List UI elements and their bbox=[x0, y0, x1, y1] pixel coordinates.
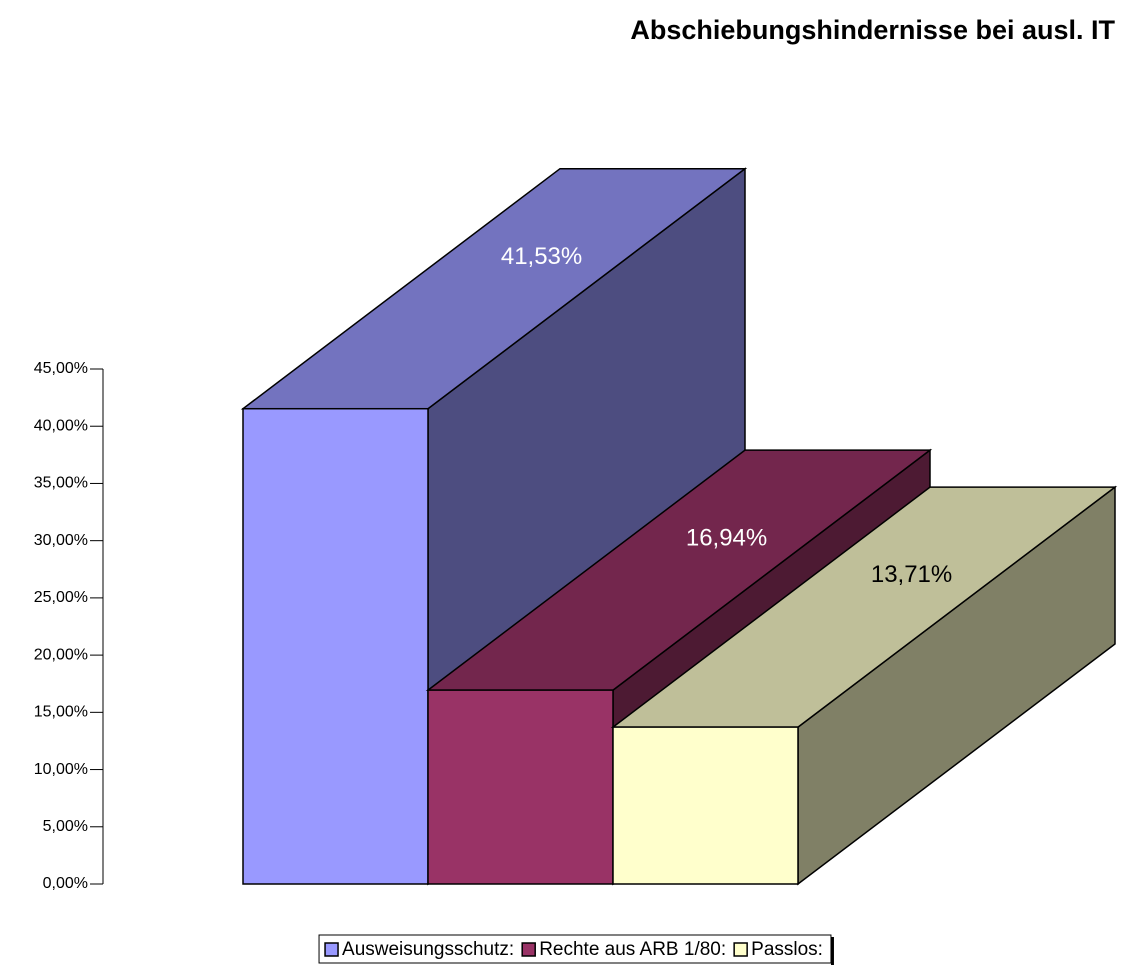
y-tick-label: 15,00% bbox=[34, 704, 88, 721]
y-tick-label: 20,00% bbox=[34, 646, 88, 663]
y-tick-label: 0,00% bbox=[43, 875, 88, 892]
legend: Ausweisungsschutz: Rechte aus ARB 1/80: Pa… bbox=[318, 934, 834, 965]
y-tick-label: 10,00% bbox=[34, 761, 88, 778]
y-tick-label: 30,00% bbox=[34, 532, 88, 549]
bar bbox=[242, 407, 429, 885]
bar bbox=[612, 726, 799, 885]
data-label: 13,71% bbox=[871, 561, 952, 588]
y-tick-label: 35,00% bbox=[34, 475, 88, 492]
legend-label: Rechte aus ARB 1/80: bbox=[539, 939, 726, 960]
y-tick-label: 40,00% bbox=[34, 417, 88, 434]
data-label: 16,94% bbox=[686, 524, 767, 551]
legend-marker bbox=[324, 942, 339, 957]
legend-marker bbox=[733, 942, 748, 957]
y-tick-label: 45,00% bbox=[34, 360, 88, 377]
legend-marker bbox=[521, 942, 536, 957]
legend-label: Ausweisungsschutz: bbox=[342, 939, 514, 960]
chart-title: Abschiebungshindernisse bei ausl. IT bbox=[630, 15, 1115, 45]
data-label: 41,53% bbox=[501, 243, 582, 270]
bar bbox=[427, 689, 614, 885]
y-tick-label: 5,00% bbox=[43, 818, 88, 835]
y-tick-label: 25,00% bbox=[34, 589, 88, 606]
legend-label: Passlos: bbox=[751, 939, 823, 960]
